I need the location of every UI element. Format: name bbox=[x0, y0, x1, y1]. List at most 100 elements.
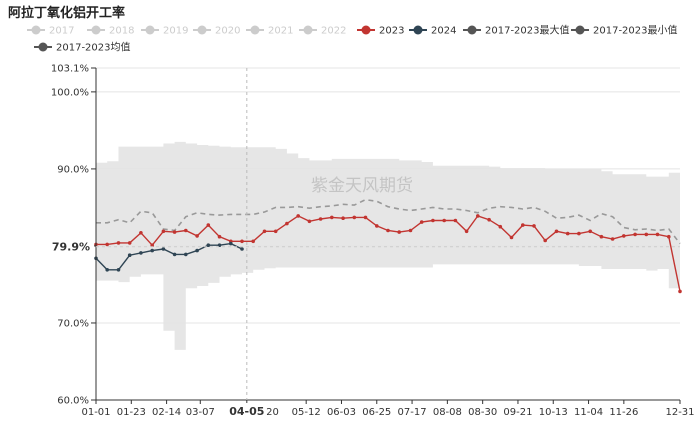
legend-label: 2018 bbox=[109, 26, 134, 37]
y-pointer-label: 79.9% bbox=[52, 241, 90, 254]
data-point-2024 bbox=[229, 241, 233, 246]
x-tick-label: 01-23 bbox=[117, 407, 146, 418]
data-point-2023 bbox=[397, 230, 402, 234]
data-point-2023 bbox=[633, 232, 637, 237]
data-point-2023 bbox=[599, 234, 604, 239]
y-tick-label: 100.0% bbox=[51, 87, 89, 98]
x-tick-label: 09-21 bbox=[503, 407, 532, 418]
data-point-2023 bbox=[509, 235, 514, 240]
legend-label: 2023 bbox=[379, 26, 404, 37]
x-pointer-label: 04-05 bbox=[229, 405, 264, 418]
legend-label: 2021 bbox=[268, 26, 293, 37]
x-tick-label: 05-12 bbox=[292, 407, 321, 418]
data-point-2024 bbox=[195, 248, 199, 253]
x-tick-label: 08-08 bbox=[433, 407, 462, 418]
legend-item-10[interactable]: 2017-2023均值 bbox=[34, 41, 131, 54]
legend-item-4[interactable]: 2021 bbox=[246, 25, 293, 37]
x-tick-label: 06-25 bbox=[362, 407, 391, 418]
data-point-2024 bbox=[184, 252, 188, 257]
data-point-2023 bbox=[554, 229, 559, 234]
series-2024 bbox=[94, 241, 244, 272]
data-point-2023 bbox=[565, 231, 570, 236]
data-point-2024 bbox=[161, 247, 166, 251]
x-tick-label: 07-17 bbox=[398, 407, 427, 418]
data-point-2023 bbox=[577, 231, 581, 236]
data-point-2023 bbox=[127, 241, 132, 245]
data-point-2023 bbox=[150, 243, 154, 247]
data-point-2023 bbox=[375, 224, 379, 228]
x-tick-label: 02-14 bbox=[152, 407, 181, 418]
data-point-2023 bbox=[588, 229, 592, 234]
legend-item-2[interactable]: 2019 bbox=[141, 25, 188, 37]
data-point-2023 bbox=[678, 289, 682, 294]
y-tick-label: 60.0% bbox=[57, 396, 89, 407]
data-point-2024 bbox=[105, 268, 109, 272]
data-point-2023 bbox=[195, 234, 199, 238]
data-point-2023 bbox=[408, 228, 413, 233]
x-tick-label: 03-07 bbox=[186, 407, 215, 418]
x-tick-label: 11-04 bbox=[574, 407, 603, 418]
data-point-2023 bbox=[296, 214, 301, 218]
legend-label: 2022 bbox=[321, 26, 346, 37]
x-tick-label: 11-26 bbox=[609, 407, 638, 418]
legend: 2017 2018 2019 2020 2021 2022 2023 2024 2017-202… bbox=[27, 24, 678, 54]
legend-item-6[interactable]: 2023 bbox=[357, 25, 404, 37]
legend-label: 2017 bbox=[49, 26, 74, 37]
data-point-2023 bbox=[453, 218, 458, 223]
data-point-2023 bbox=[307, 219, 312, 224]
legend-label: 2019 bbox=[163, 26, 188, 37]
y-tick-label: 70.0% bbox=[57, 318, 89, 329]
legend-label: 2020 bbox=[215, 26, 240, 37]
legend-item-5[interactable]: 2022 bbox=[299, 25, 346, 37]
data-point-2023 bbox=[184, 228, 188, 233]
legend-item-7[interactable]: 2024 bbox=[409, 25, 456, 37]
legend-marker bbox=[575, 25, 585, 35]
legend-label: 2017-2023最大值 bbox=[485, 24, 570, 37]
legend-item-8[interactable]: 2017-2023最大值 bbox=[463, 24, 570, 37]
data-point-2023 bbox=[644, 232, 649, 237]
legend-item-0[interactable]: 2017 bbox=[27, 25, 74, 37]
legend-label: 2017-2023最小值 bbox=[593, 24, 678, 37]
grid-layer bbox=[96, 67, 680, 324]
data-point-2024 bbox=[139, 251, 143, 255]
legend-marker bbox=[467, 25, 477, 35]
legend-label: 2024 bbox=[431, 26, 456, 37]
x-tick-label: 12-31 bbox=[665, 407, 694, 418]
series-layer bbox=[94, 214, 682, 294]
data-point-2023 bbox=[318, 217, 323, 221]
mean-layer bbox=[96, 198, 681, 245]
x-tick-label: 06-03 bbox=[327, 407, 356, 418]
x-extra-label: 20 bbox=[266, 407, 279, 418]
data-point-2023 bbox=[330, 215, 334, 220]
legend-marker bbox=[145, 25, 155, 35]
legend-marker bbox=[361, 25, 371, 35]
legend-marker bbox=[250, 25, 260, 35]
y-tick-label: 103.1% bbox=[51, 64, 89, 75]
data-point-2023 bbox=[341, 216, 345, 220]
legend-marker bbox=[38, 42, 48, 52]
data-point-2023 bbox=[352, 215, 357, 220]
legend-marker bbox=[303, 25, 313, 35]
legend-item-9[interactable]: 2017-2023最小值 bbox=[571, 24, 678, 37]
data-point-2023 bbox=[655, 232, 660, 237]
legend-label: 2017-2023均值 bbox=[56, 41, 131, 54]
axis-layer: 60.0%70.0%80.0%90.0%100.0%103.1%01-0101-… bbox=[50, 64, 695, 419]
legend-marker bbox=[413, 25, 423, 35]
legend-item-3[interactable]: 2020 bbox=[193, 25, 240, 37]
data-point-2024 bbox=[206, 243, 211, 247]
data-point-2023 bbox=[476, 214, 480, 218]
legend-marker bbox=[91, 25, 101, 35]
data-point-2024 bbox=[240, 247, 244, 251]
data-point-2024 bbox=[172, 252, 177, 257]
data-point-2024 bbox=[127, 253, 132, 257]
legend-marker bbox=[31, 25, 41, 35]
chart-title: 阿拉丁氧化铝开工率 bbox=[8, 6, 126, 21]
data-point-2023 bbox=[386, 228, 390, 233]
data-point-2023 bbox=[105, 242, 109, 247]
data-point-2023 bbox=[543, 238, 547, 243]
legend-marker bbox=[197, 25, 207, 35]
series-line-2024 bbox=[95, 242, 243, 271]
legend-item-1[interactable]: 2018 bbox=[87, 25, 134, 37]
data-point-2023 bbox=[172, 230, 177, 234]
mean-line bbox=[96, 198, 681, 245]
